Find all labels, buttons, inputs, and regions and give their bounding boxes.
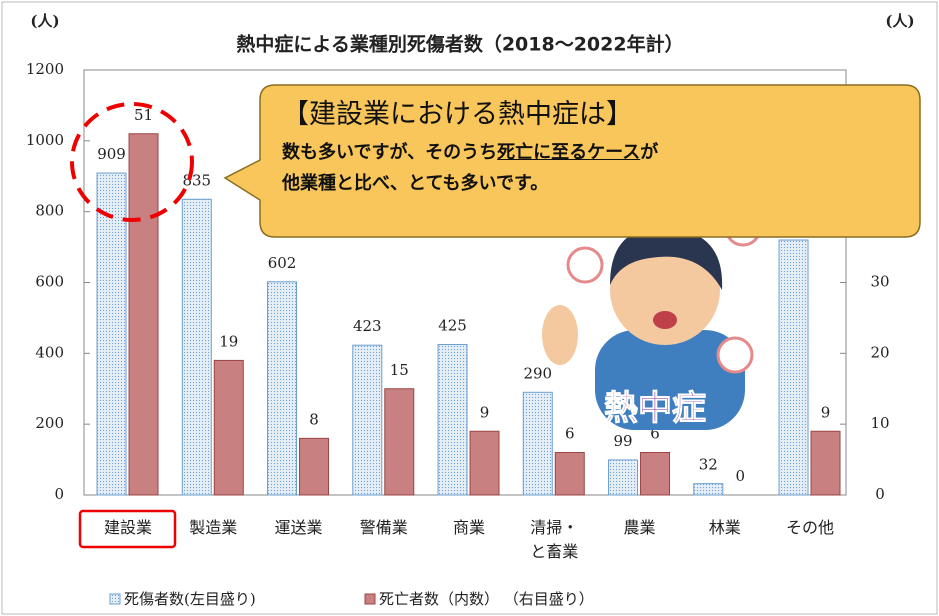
y-tick-label: 0: [54, 485, 64, 503]
value-label: 0: [736, 467, 746, 485]
legend-label: 死亡者数（内数） （右目盛り）: [379, 590, 594, 608]
bar: [609, 460, 638, 495]
bar: [438, 344, 467, 495]
y2-tick-label: 0: [875, 485, 885, 503]
legend-swatch: [365, 594, 375, 604]
y2-tick-label: 10: [870, 414, 889, 432]
value-label: 6: [565, 425, 575, 443]
x-tick-label: 製造業: [171, 516, 256, 540]
y-tick-label: 800: [35, 202, 64, 220]
bar: [555, 453, 584, 496]
x-tick-label: 運送業: [256, 516, 341, 540]
x-tick-label: 商業: [427, 516, 512, 540]
callout-text: が: [640, 142, 658, 163]
value-label: 32: [699, 456, 718, 474]
hand: [542, 305, 578, 365]
callout-emphasis: 死亡に至るケース: [497, 142, 640, 163]
bar: [694, 484, 723, 495]
value-label: 290: [523, 364, 552, 382]
bar: [353, 345, 382, 495]
y2-unit: (人): [885, 12, 914, 30]
callout-text: 他業種と比べ、とても多いです。: [282, 173, 548, 194]
bar: [97, 173, 126, 495]
callout-body: 数も多いですが、そのうち死亡に至るケースが他業種と比べ、とても多いです。: [282, 137, 912, 199]
x-tick-label: 警備業: [341, 516, 426, 540]
value-label: 8: [309, 410, 319, 428]
bar: [641, 453, 670, 496]
x-tick-label: 林業: [682, 516, 767, 540]
value-label: 9: [821, 403, 831, 421]
y2-tick-label: 30: [870, 273, 889, 291]
x-tick-label: 建設業: [86, 516, 171, 540]
y2-tick-label: 20: [870, 343, 889, 361]
legend-swatch: [110, 594, 120, 604]
x-tick-label: その他: [768, 516, 853, 540]
y-tick-label: 1200: [26, 60, 64, 78]
bar: [214, 360, 243, 495]
y-tick-label: 600: [35, 273, 64, 291]
bar: [779, 240, 808, 495]
y-unit: (人): [30, 12, 59, 30]
callout-text: 数も多いですが、そのうち: [282, 142, 497, 163]
value-label: 15: [390, 361, 409, 379]
illustration-text: 熱中症: [604, 389, 706, 429]
x-tick-label: 清掃・ と畜業: [512, 516, 597, 564]
value-label: 602: [268, 254, 297, 272]
callout-heading: 【建設業における熱中症は】: [282, 92, 912, 131]
page: 熱中症による業種別死傷者数（2018～2022年計） (人) (人) 02004…: [0, 0, 939, 616]
y-tick-label: 1000: [26, 131, 64, 149]
bar: [523, 392, 552, 495]
chart-title: 熱中症による業種別死傷者数（2018～2022年計）: [236, 33, 683, 56]
bar: [470, 431, 499, 495]
value-label: 835: [182, 171, 211, 189]
puff: [718, 338, 752, 372]
bar: [129, 134, 158, 495]
bar: [300, 438, 329, 495]
value-label: 19: [219, 332, 238, 350]
value-label: 425: [438, 316, 467, 334]
bar: [268, 282, 297, 495]
legend-label: 死傷者数(左目盛り): [124, 590, 256, 608]
x-tick-label: 農業: [597, 516, 682, 540]
y-tick-label: 400: [35, 343, 64, 361]
bar: [811, 431, 840, 495]
y-tick-label: 200: [35, 414, 64, 432]
value-label: 9: [480, 403, 490, 421]
mouth: [653, 311, 677, 329]
value-label: 423: [353, 317, 382, 335]
value-label: 909: [97, 145, 126, 163]
puff: [568, 248, 602, 282]
value-label: 99: [613, 432, 632, 450]
bar: [182, 199, 211, 495]
bar: [385, 389, 414, 495]
callout: 【建設業における熱中症は】 数も多いですが、そのうち死亡に至るケースが他業種と比…: [282, 92, 912, 199]
